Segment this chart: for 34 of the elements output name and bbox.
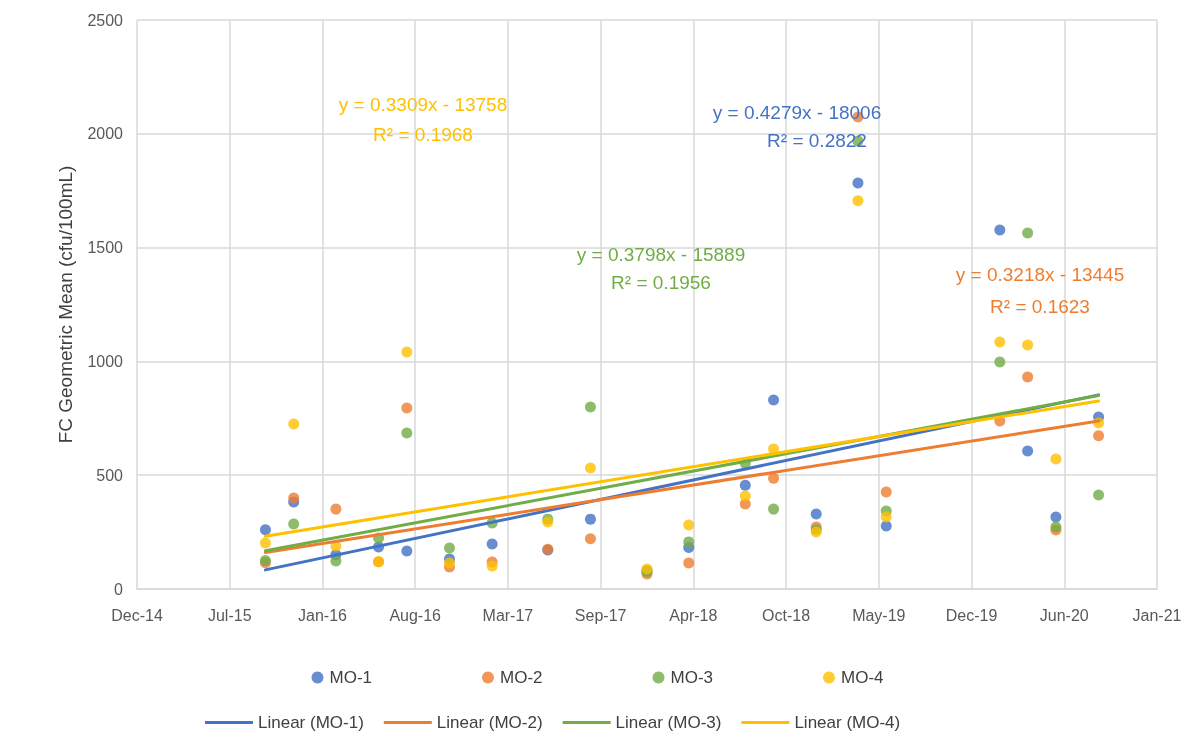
y-tick-label: 500 <box>96 466 124 484</box>
y-tick-label: 2500 <box>87 11 124 29</box>
legend-label: Linear (MO-1) <box>258 713 364 732</box>
x-tick-label: Dec-14 <box>111 606 163 624</box>
x-tick-label: Oct-18 <box>762 606 811 624</box>
annotation: y = 0.4279x - 18006 <box>712 101 882 123</box>
legend-label: MO-1 <box>329 668 372 687</box>
annotation: R² = 0.1968 <box>373 123 473 145</box>
x-tick-label: Aug-16 <box>389 606 442 624</box>
y-tick-label: 1000 <box>87 352 124 370</box>
y-tick-label: 1500 <box>87 239 124 257</box>
x-tick-label: Jan-21 <box>1132 606 1182 624</box>
x-tick-label: Sep-17 <box>574 606 627 624</box>
x-tick-label: Apr-18 <box>669 606 718 624</box>
y-tick-label: 2000 <box>87 125 124 143</box>
legend-label: MO-4 <box>841 668 884 687</box>
x-tick-label: Mar-17 <box>482 606 534 624</box>
x-tick-label: Jan-16 <box>297 606 348 624</box>
legend-label: MO-2 <box>500 668 543 687</box>
annotation: y = 0.3309x - 13758 <box>338 93 508 115</box>
annotation: R² = 0.1623 <box>990 295 1090 317</box>
legend-label: Linear (MO-4) <box>794 713 901 732</box>
annotation: y = 0.3218x - 13445 <box>955 263 1125 285</box>
x-tick-label: Jul-15 <box>207 606 252 624</box>
legend-label: Linear (MO-2) <box>436 713 543 732</box>
annotation: R² = 0.1956 <box>611 271 711 293</box>
x-tick-label: Jun-20 <box>1039 606 1089 624</box>
y-tick-label: 0 <box>114 580 124 598</box>
x-tick-label: May-19 <box>852 606 906 624</box>
y-axis-title: FC Geometric Mean (cfu/100mL) <box>55 165 76 444</box>
legend-label: Linear (MO-3) <box>615 713 722 732</box>
legend-label: MO-3 <box>670 668 713 687</box>
annotation: y = 0.3798x - 15889 <box>576 243 746 265</box>
x-tick-label: Dec-19 <box>945 606 998 624</box>
